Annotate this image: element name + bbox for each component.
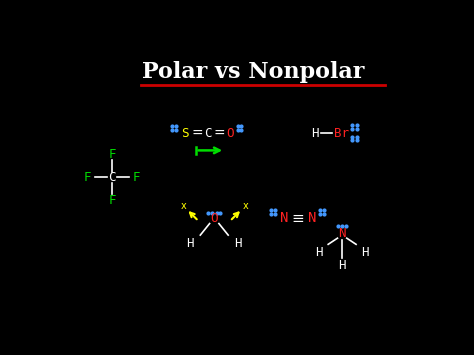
Text: H: H	[338, 260, 346, 272]
Text: N: N	[280, 211, 288, 225]
Text: C: C	[108, 171, 116, 184]
Text: x: x	[181, 201, 186, 211]
Text: O: O	[226, 127, 234, 140]
Text: F: F	[108, 148, 116, 161]
Text: Polar vs Nonpolar: Polar vs Nonpolar	[142, 61, 364, 83]
Text: =: =	[213, 126, 225, 141]
Text: H: H	[315, 246, 323, 258]
Text: H: H	[311, 127, 319, 140]
Text: H: H	[186, 237, 194, 250]
Text: ≡: ≡	[292, 211, 304, 226]
Text: x: x	[242, 201, 248, 211]
Text: F: F	[83, 171, 91, 184]
Text: N: N	[308, 211, 316, 225]
Text: H: H	[362, 246, 369, 258]
Text: Br: Br	[334, 127, 349, 140]
Text: N: N	[338, 227, 346, 240]
Text: O: O	[210, 212, 218, 225]
Text: S: S	[181, 127, 189, 140]
Text: F: F	[108, 194, 116, 207]
Text: C: C	[204, 127, 212, 140]
Text: =: =	[191, 126, 203, 141]
Text: F: F	[133, 171, 140, 184]
Text: H: H	[235, 237, 242, 250]
